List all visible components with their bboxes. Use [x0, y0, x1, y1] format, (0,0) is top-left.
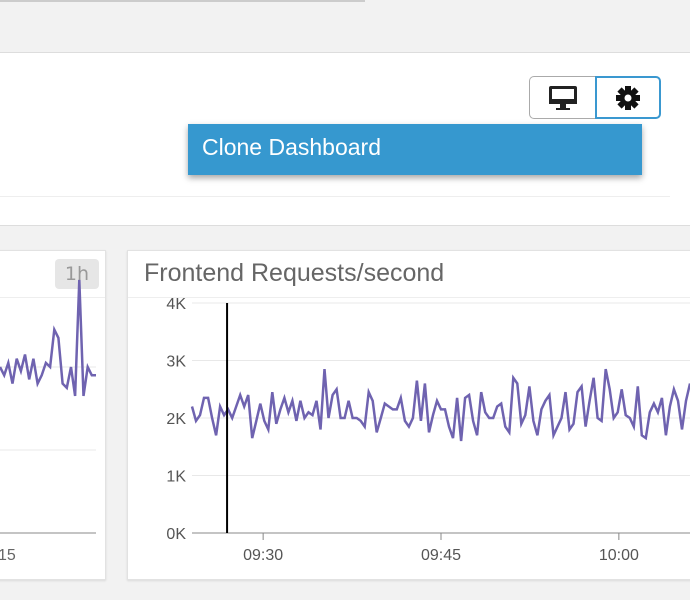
top-divider: [0, 0, 365, 2]
y-tick-label: 3K: [166, 354, 186, 371]
y-tick-label: 0K: [166, 526, 186, 543]
title-separator: [0, 297, 105, 298]
timeframe-badge: 1h: [55, 259, 99, 289]
title-separator: [128, 297, 690, 298]
header-button-group: [529, 76, 661, 119]
graph-title: Frontend Requests/second: [144, 259, 445, 287]
gear-icon: [616, 85, 640, 110]
left-graph-panel: 1h: [0, 250, 106, 580]
menu-item-clone-dashboard[interactable]: Clone Dashboard: [188, 124, 642, 175]
x-tick-label: 09:30: [243, 547, 283, 564]
settings-button[interactable]: [595, 76, 661, 119]
monitor-icon: [548, 85, 577, 110]
y-tick-label: 2K: [166, 411, 186, 428]
y-tick-label: 4K: [166, 296, 186, 313]
y-tick-label: 1K: [166, 469, 186, 486]
x-tick-label: 15: [0, 547, 16, 564]
series-line: [0, 279, 96, 397]
header-divider: [0, 196, 670, 197]
series-line: [190, 368, 690, 442]
x-tick-label: 09:45: [421, 547, 461, 564]
tv-mode-button[interactable]: [529, 76, 595, 119]
x-tick-label: 10:00: [599, 547, 639, 564]
